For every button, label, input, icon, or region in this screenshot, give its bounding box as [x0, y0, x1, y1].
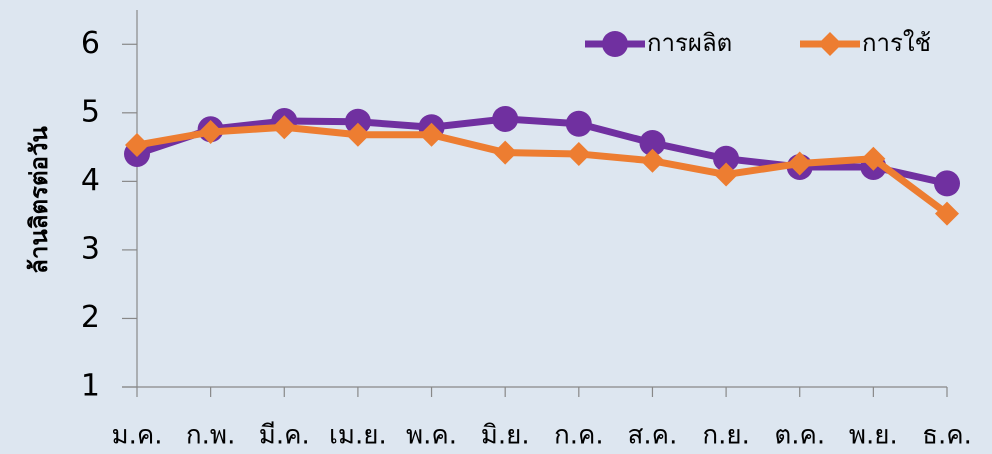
x-tick-label: ม.ค. [111, 421, 162, 451]
y-tick-label: 1 [81, 369, 100, 404]
y-tick-label: 2 [81, 300, 100, 335]
series-line [136, 123, 950, 217]
x-tick-label: ธ.ค. [922, 421, 972, 451]
data-point [419, 122, 444, 147]
x-tick-label: พ.ย. [849, 421, 898, 451]
data-point [935, 201, 959, 226]
data-point [125, 133, 149, 158]
x-tick-label: ต.ค. [774, 421, 825, 451]
x-tick-label: เม.ย. [329, 421, 387, 451]
data-point [493, 140, 518, 165]
legend-marker [818, 32, 842, 56]
data-point [861, 146, 886, 171]
data-point [344, 108, 371, 135]
data-point [640, 148, 665, 173]
y-tick-label: 3 [81, 231, 100, 266]
legend-label: การใช้ [862, 29, 931, 57]
data-point [934, 170, 960, 197]
data-point [272, 115, 297, 140]
y-tick-label: 5 [81, 94, 100, 129]
y-tick-label: 6 [81, 26, 100, 61]
y-tick-label: 4 [81, 163, 100, 198]
data-point [566, 141, 591, 166]
x-tick-label: มิ.ย. [481, 421, 530, 451]
data-point [345, 122, 370, 147]
legend-marker [602, 31, 628, 57]
data-point [565, 110, 592, 137]
legend-label: การผลิต [647, 29, 732, 57]
x-tick-label: มี.ค. [259, 421, 310, 451]
x-tick-label: ก.พ. [186, 421, 235, 451]
data-point [198, 120, 223, 145]
x-tick-label: ก.ค. [554, 421, 604, 451]
data-point [713, 145, 740, 172]
y-axis-label: ล้านลิตรต่อวัน [25, 126, 53, 274]
x-tick-label: ส.ค. [628, 421, 678, 451]
data-point [492, 105, 519, 132]
x-tick-label: พ.ค. [406, 421, 457, 451]
data-point [787, 151, 812, 176]
x-tick-label: ก.ย. [702, 421, 750, 451]
data-point [714, 162, 739, 187]
data-point [639, 129, 666, 156]
